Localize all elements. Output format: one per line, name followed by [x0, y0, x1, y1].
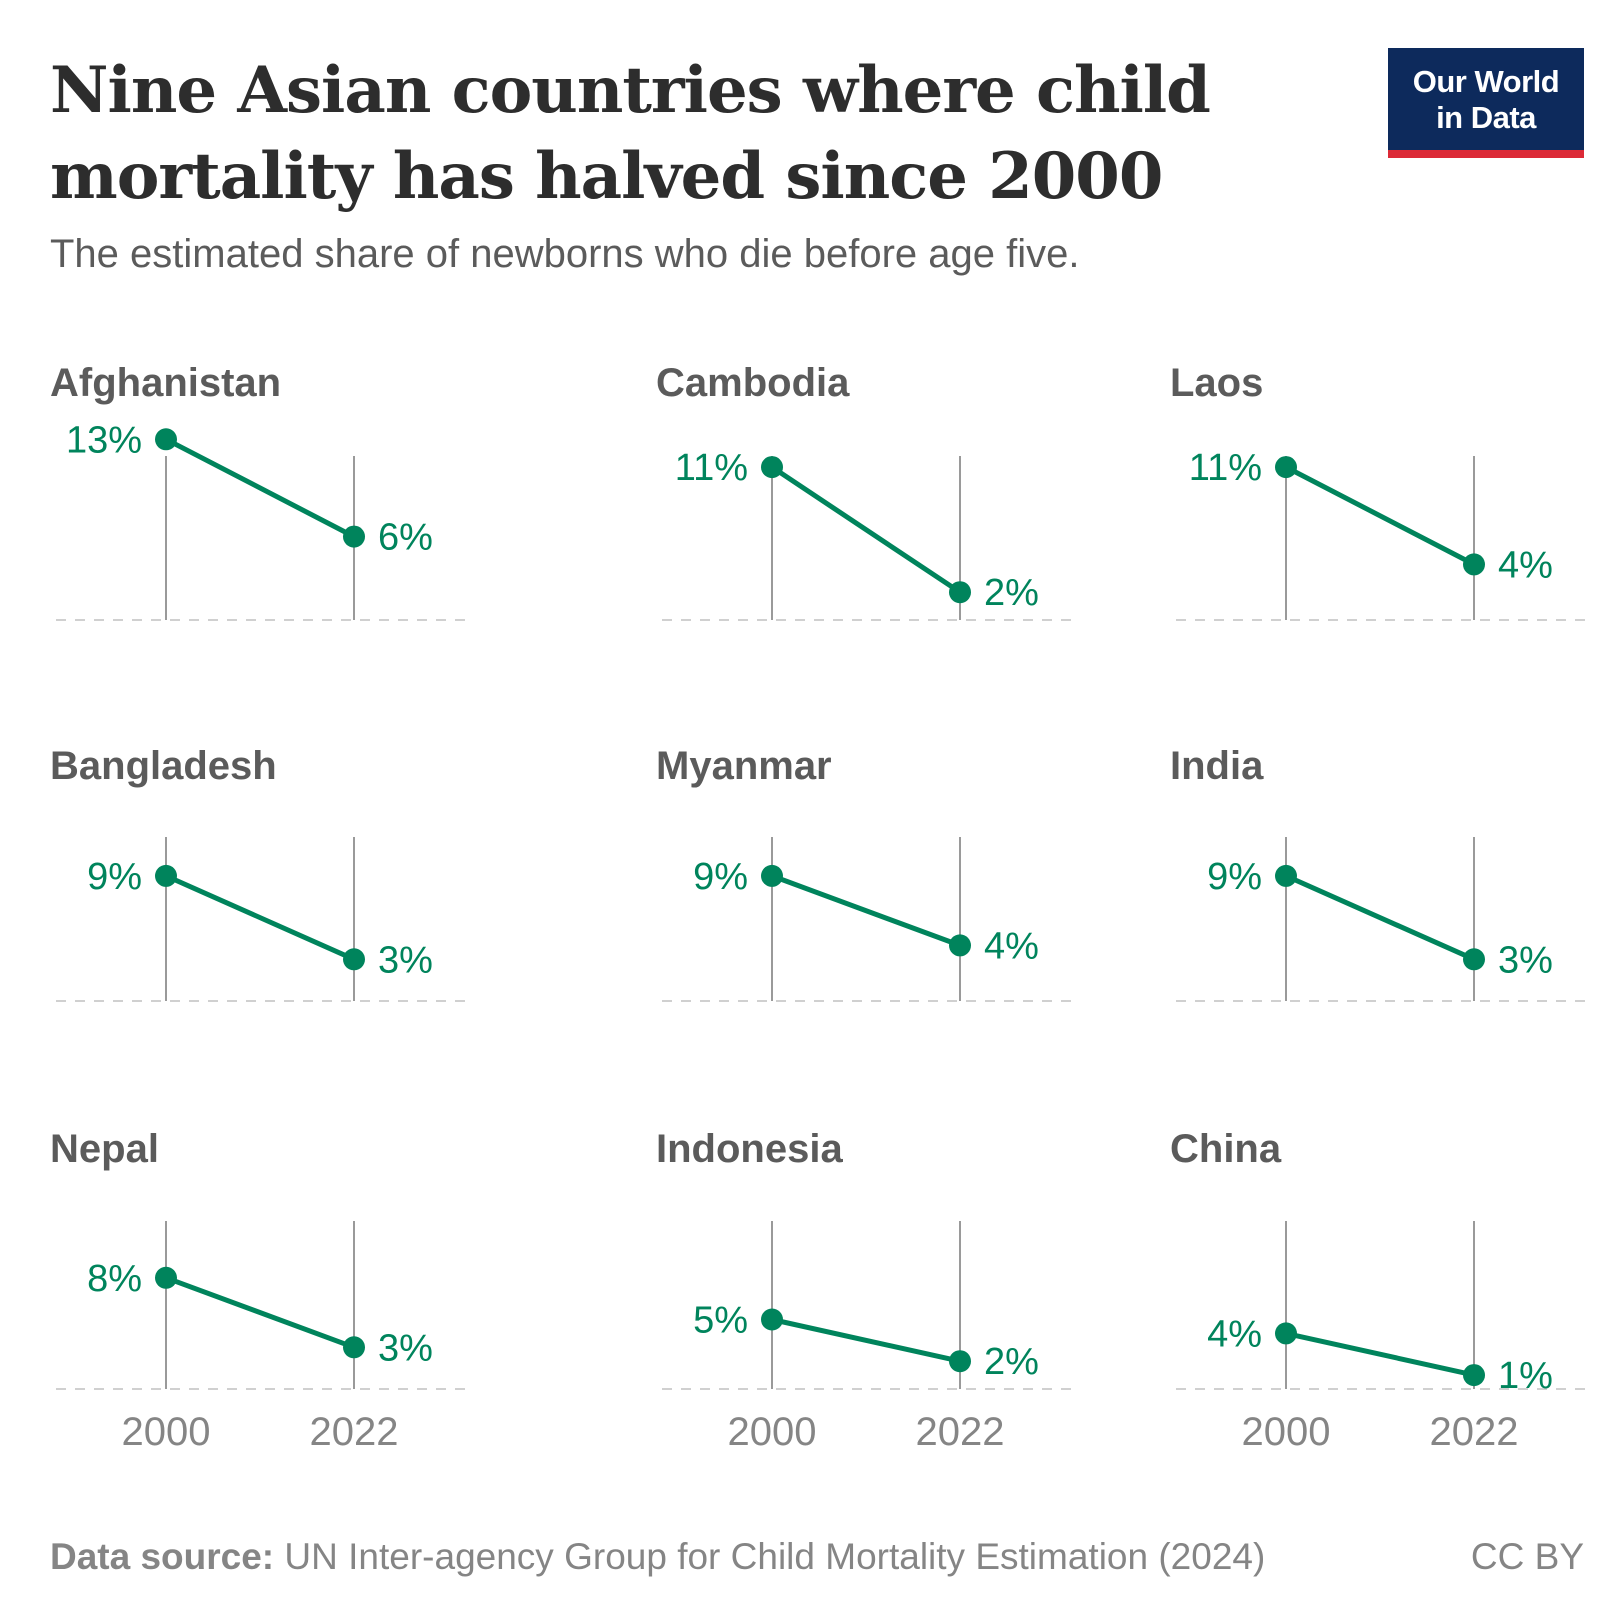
value-label-2000: 9%: [1207, 856, 1262, 898]
data-point-2000: [155, 1266, 177, 1289]
chart-title: Nine Asian countries where child mortali…: [50, 48, 1300, 220]
data-source-text: UN Inter-agency Group for Child Mortalit…: [274, 1536, 1266, 1577]
value-label-2000: 9%: [693, 856, 748, 898]
value-label-2000: 9%: [87, 856, 142, 898]
series-line: [1283, 873, 1477, 962]
value-label-2022: 4%: [984, 925, 1039, 967]
title-line-2: mortality has halved since 2000: [50, 139, 1163, 214]
value-label-2022: 2%: [984, 1341, 1039, 1383]
value-label-2000: 5%: [693, 1300, 748, 1342]
owid-logo[interactable]: Our World in Data: [1388, 48, 1584, 158]
data-point-2000: [761, 1308, 783, 1331]
value-label-2022: 3%: [1498, 939, 1553, 981]
data-point-2000: [1275, 864, 1297, 887]
panel-title: Laos: [1170, 361, 1263, 405]
panel-title: Cambodia: [656, 361, 850, 405]
data-point-2022: [1463, 1364, 1485, 1387]
data-point-2022: [1463, 948, 1485, 971]
x-tick-label: 2022: [310, 1410, 399, 1454]
data-point-2022: [949, 1350, 971, 1373]
data-point-2022: [949, 581, 971, 604]
value-label-2000: 8%: [87, 1258, 142, 1300]
panel-title: Bangladesh: [50, 744, 277, 788]
data-point-2022: [343, 1336, 365, 1359]
value-label-2000: 11%: [675, 447, 748, 489]
data-point-2000: [761, 864, 783, 887]
title-line-1: Nine Asian countries where child: [50, 53, 1211, 128]
data-point-2000: [761, 456, 783, 479]
x-tick-label: 2022: [1430, 1410, 1519, 1454]
value-label-2022: 4%: [1498, 544, 1553, 586]
panel-title: India: [1170, 744, 1264, 788]
logo-line-1: Our World: [1412, 64, 1560, 99]
value-label-2022: 3%: [378, 939, 433, 981]
data-point-2022: [1463, 553, 1485, 576]
value-label-2022: 2%: [984, 572, 1039, 614]
value-label-2022: 1%: [1498, 1355, 1553, 1397]
x-tick-label: 2000: [1242, 1410, 1331, 1454]
series-line: [1283, 1330, 1477, 1378]
data-point-2022: [343, 525, 365, 548]
panel-title: Nepal: [50, 1127, 159, 1171]
data-point-2000: [1275, 1322, 1297, 1345]
value-label-2022: 6%: [378, 517, 433, 559]
series-line: [769, 464, 963, 595]
panel-title: Indonesia: [656, 1127, 843, 1171]
x-tick-label: 2022: [916, 1410, 1005, 1454]
data-point-2022: [949, 934, 971, 957]
value-label-2000: 4%: [1207, 1313, 1262, 1355]
x-tick-label: 2000: [122, 1410, 211, 1454]
data-point-2000: [155, 864, 177, 887]
panel-title: Myanmar: [656, 744, 832, 788]
data-point-2000: [155, 428, 177, 451]
series-line: [163, 1275, 357, 1350]
data-point-2000: [1275, 456, 1297, 479]
series-line: [163, 436, 357, 540]
series-line: [163, 873, 357, 962]
data-source-label: Data source:: [50, 1536, 275, 1577]
series-line: [769, 873, 963, 948]
series-line: [1283, 464, 1477, 567]
logo-line-2: in Data: [1436, 100, 1536, 135]
data-source: Data source: UN Inter-agency Group for C…: [50, 1536, 1265, 1578]
license-link[interactable]: CC BY: [1470, 1536, 1584, 1577]
value-label-2000: 11%: [1189, 447, 1262, 489]
data-point-2022: [343, 948, 365, 971]
value-label-2022: 3%: [378, 1327, 433, 1369]
chart-subtitle: The estimated share of newborns who die …: [50, 232, 1080, 276]
x-tick-label: 2000: [728, 1410, 817, 1454]
value-label-2000: 13%: [66, 419, 142, 461]
footer: Data source: UN Inter-agency Group for C…: [50, 1536, 1584, 1578]
panel-title: China: [1170, 1127, 1282, 1171]
panel-title: Afghanistan: [50, 361, 281, 405]
series-line: [769, 1317, 963, 1364]
